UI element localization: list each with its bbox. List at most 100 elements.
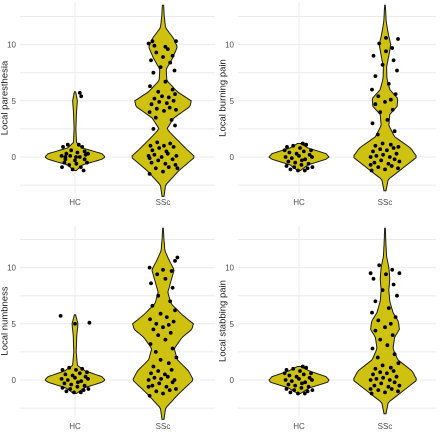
data-point — [164, 315, 169, 319]
data-point — [397, 159, 402, 164]
data-point — [67, 163, 72, 167]
data-point — [368, 163, 373, 167]
data-point — [300, 381, 304, 386]
panel-1: 0 5 10 Local paresthesia HC SSc — [0, 3, 215, 207]
data-point — [162, 109, 166, 113]
data-point — [62, 160, 67, 165]
data-point — [370, 87, 374, 92]
data-point — [377, 41, 382, 46]
data-point — [370, 121, 375, 126]
data-point — [174, 107, 178, 112]
data-point — [173, 163, 178, 167]
data-point — [375, 355, 380, 360]
data-point — [150, 383, 155, 388]
x-tick-label-hc: HC — [69, 422, 81, 431]
data-point — [283, 378, 288, 382]
data-point — [164, 149, 169, 154]
data-point — [377, 263, 382, 268]
data-point — [380, 288, 385, 292]
data-point — [391, 146, 396, 150]
data-point — [293, 383, 298, 388]
data-point — [291, 143, 296, 148]
data-point — [156, 333, 161, 337]
data-point — [379, 381, 384, 386]
points-ssc — [146, 255, 180, 398]
data-point — [384, 36, 388, 40]
data-point — [166, 361, 171, 366]
points-hc — [58, 314, 92, 395]
data-point — [310, 165, 315, 170]
data-point — [78, 165, 83, 170]
data-point — [294, 151, 299, 156]
data-point — [151, 327, 156, 332]
data-point — [301, 372, 306, 377]
data-point — [299, 163, 304, 167]
data-point — [148, 317, 152, 322]
data-point — [380, 62, 385, 67]
data-point — [58, 314, 63, 318]
data-point — [161, 267, 165, 272]
data-point — [397, 383, 402, 388]
data-point — [153, 350, 158, 354]
data-point — [389, 387, 394, 391]
data-point — [380, 141, 385, 146]
panel-2: 0 5 10 Local burning pain HC SSc — [218, 3, 436, 207]
data-point — [390, 46, 395, 50]
data-point — [394, 374, 399, 379]
data-point — [152, 43, 157, 48]
data-point — [395, 293, 399, 298]
data-point — [368, 155, 373, 159]
data-point — [376, 94, 381, 99]
data-point — [68, 154, 73, 158]
data-point — [82, 383, 87, 388]
data-point — [393, 315, 398, 319]
data-point — [300, 364, 305, 369]
x-tick-label-ssc: SSc — [156, 422, 171, 431]
data-point — [79, 94, 84, 99]
data-point — [169, 368, 174, 372]
points-hc — [282, 141, 315, 173]
data-point — [171, 319, 176, 324]
data-point — [163, 161, 168, 166]
data-point — [396, 37, 400, 41]
data-point — [370, 310, 374, 315]
data-point — [62, 381, 67, 386]
data-point — [162, 143, 166, 148]
data-point — [152, 375, 157, 380]
data-point — [170, 87, 175, 92]
data-point — [376, 388, 381, 392]
data-point — [299, 386, 304, 390]
data-point — [170, 346, 175, 351]
data-point — [298, 369, 302, 373]
data-point — [383, 100, 387, 104]
data-point — [282, 148, 287, 153]
data-point — [146, 384, 151, 389]
data-point — [169, 118, 174, 122]
data-point — [310, 388, 315, 392]
panel-3: 0 5 10 Local numbness HC SSc — [0, 226, 215, 431]
data-point — [168, 141, 173, 146]
data-point — [376, 318, 381, 323]
x-tick-label-ssc: SSc — [378, 198, 393, 207]
y-tick-label: 0 — [230, 376, 235, 385]
data-point — [292, 165, 297, 170]
data-point — [149, 281, 153, 286]
data-point — [388, 97, 393, 102]
data-point — [390, 107, 395, 112]
data-point — [164, 384, 169, 389]
data-point — [296, 168, 300, 173]
data-point — [166, 95, 171, 100]
data-point — [373, 74, 378, 78]
data-point — [285, 145, 289, 149]
data-point — [82, 157, 87, 162]
data-point — [81, 168, 86, 173]
data-point — [161, 325, 165, 330]
data-point — [372, 383, 377, 388]
data-point — [149, 102, 154, 107]
data-point — [60, 165, 64, 170]
data-point — [391, 58, 396, 63]
data-point — [150, 39, 155, 44]
data-point — [171, 145, 176, 149]
data-point — [77, 91, 82, 95]
y-tick-label: 5 — [12, 320, 17, 329]
